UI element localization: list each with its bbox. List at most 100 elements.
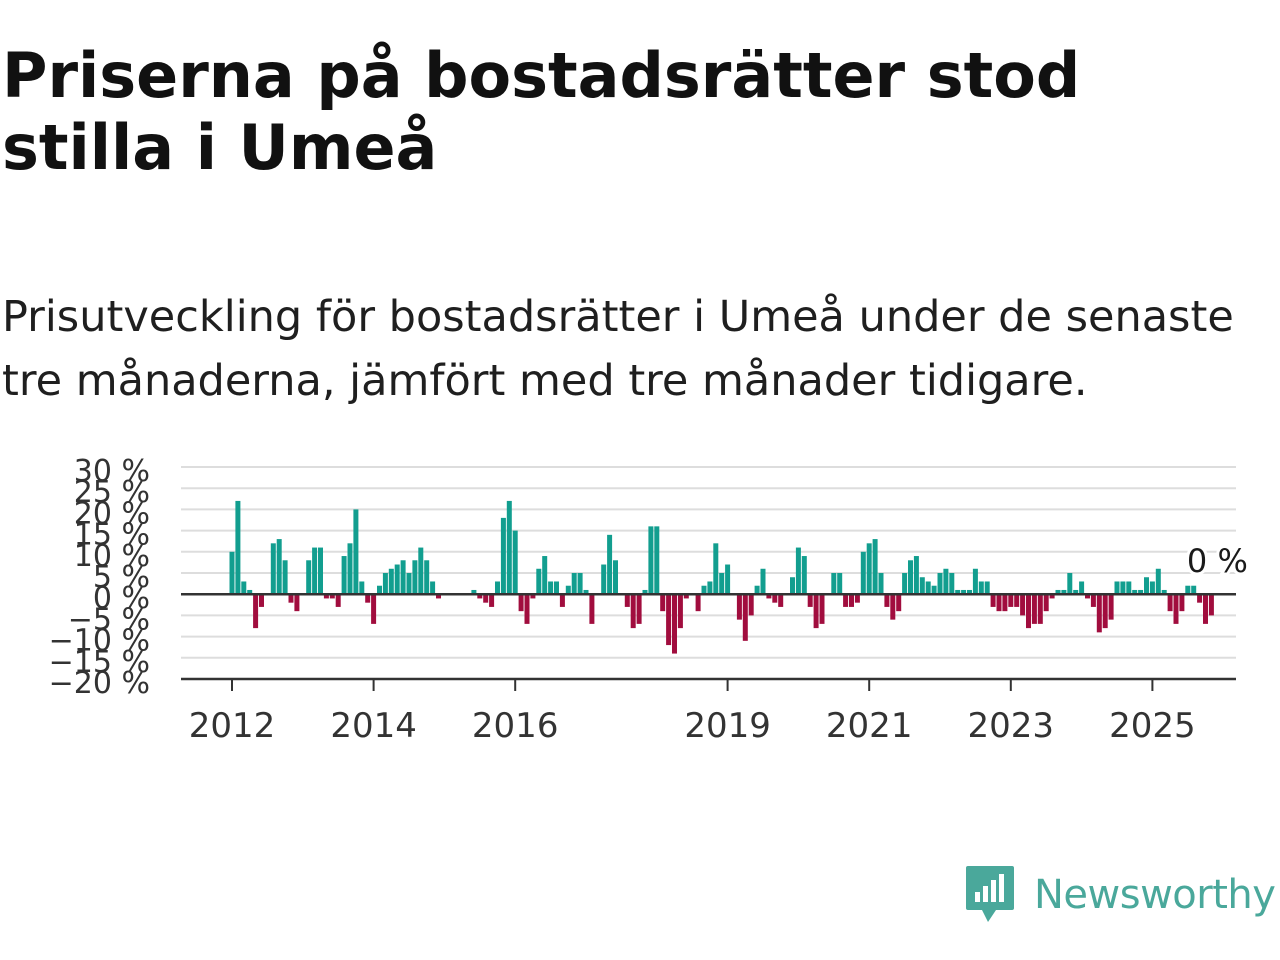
y-tick-label: 25 % — [74, 475, 150, 510]
bar — [890, 594, 896, 620]
bar — [978, 581, 984, 595]
bar — [1090, 594, 1096, 607]
bar — [365, 594, 371, 603]
bar — [896, 594, 902, 612]
bar — [837, 573, 843, 595]
bar — [1067, 573, 1073, 595]
bar — [276, 539, 282, 595]
bar — [984, 581, 990, 595]
axis-labels: 30 %25 %20 %15 %10 %5 %0 %−5 %−10 %−15 %… — [49, 454, 1251, 746]
bar — [931, 585, 937, 595]
bar — [925, 581, 931, 595]
x-tick-label: 2021 — [826, 706, 913, 746]
bar — [854, 594, 860, 603]
bar — [329, 594, 335, 599]
bar — [259, 594, 264, 607]
bar — [683, 594, 689, 599]
bar-series — [229, 500, 1214, 654]
bar — [1031, 594, 1037, 624]
bar — [1085, 594, 1090, 599]
bar — [577, 573, 583, 595]
y-tick-label: 15 % — [74, 518, 150, 553]
brand-name: Newsworthy — [1034, 872, 1276, 918]
bar — [430, 581, 436, 595]
bar — [1043, 594, 1049, 612]
bar — [229, 551, 235, 595]
bar — [312, 547, 318, 595]
bar — [1120, 581, 1126, 595]
bar — [1049, 594, 1055, 599]
grid-lines — [181, 466, 1236, 659]
bar — [666, 594, 672, 646]
axes — [181, 592, 1236, 691]
bar — [1079, 581, 1085, 595]
bar — [1008, 594, 1014, 607]
bar — [908, 560, 913, 595]
bar — [542, 556, 548, 595]
bar — [1161, 589, 1167, 595]
bar — [406, 573, 412, 595]
bar — [843, 594, 849, 607]
bar — [436, 594, 441, 599]
bar — [1055, 589, 1061, 595]
bar — [253, 594, 259, 629]
bar-chart: 30 %25 %20 %15 %10 %5 %0 %−5 %−10 %−15 %… — [49, 454, 1251, 746]
bar — [571, 573, 577, 595]
bar — [754, 585, 760, 595]
bar — [394, 564, 400, 595]
bar — [1061, 589, 1067, 595]
bar — [772, 594, 778, 603]
y-tick-label: −5 % — [68, 602, 150, 637]
bar — [719, 573, 725, 595]
bar — [866, 543, 872, 595]
bar — [778, 594, 784, 607]
x-tick-label: 2016 — [472, 706, 559, 746]
bar — [919, 577, 925, 595]
bar — [642, 589, 648, 595]
bar — [512, 530, 518, 595]
y-tick-label: −20 % — [49, 666, 150, 701]
bar — [341, 556, 347, 595]
bar — [807, 594, 813, 607]
x-tick-label: 2014 — [330, 706, 417, 746]
bar — [961, 589, 967, 595]
y-tick-label: 10 % — [74, 539, 150, 574]
y-tick-label: −10 % — [49, 624, 150, 659]
bar — [648, 526, 654, 595]
bar — [1126, 581, 1132, 595]
bar — [306, 560, 312, 595]
bar — [323, 594, 329, 599]
bar — [1073, 589, 1079, 595]
bar — [500, 517, 506, 595]
bar — [589, 594, 595, 624]
bar — [1191, 585, 1197, 595]
bar — [1102, 594, 1108, 629]
x-tick-label: 2023 — [968, 706, 1055, 746]
newsworthy-logo-icon — [966, 866, 1014, 922]
bar — [518, 594, 524, 612]
bar — [536, 568, 542, 595]
bar — [1096, 594, 1102, 633]
bar — [860, 551, 866, 595]
chart-title: Priserna på bostadsrätter stod stilla i … — [2, 39, 1081, 184]
bar — [1108, 594, 1114, 620]
y-tick-label: 0 % — [93, 581, 150, 616]
bar — [813, 594, 819, 629]
y-tick-label: 5 % — [93, 560, 150, 595]
bar — [477, 594, 483, 599]
bar — [996, 594, 1002, 612]
bar — [506, 500, 512, 595]
bar — [235, 500, 241, 595]
bar — [766, 594, 772, 599]
bar — [495, 581, 500, 595]
chart-subtitle: Prisutveckling för bostadsrätter i Umeå … — [2, 292, 1234, 406]
newsworthy-logo: Newsworthy — [964, 864, 1276, 926]
bar — [967, 589, 972, 595]
bar — [583, 589, 589, 595]
bar — [353, 509, 359, 595]
bar — [955, 589, 961, 595]
bar — [1155, 568, 1161, 595]
y-tick-label: −15 % — [49, 645, 150, 680]
bar — [282, 560, 288, 595]
bar — [736, 594, 742, 620]
